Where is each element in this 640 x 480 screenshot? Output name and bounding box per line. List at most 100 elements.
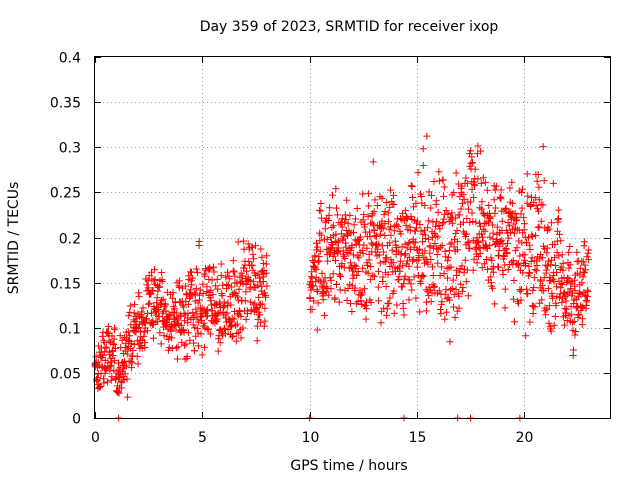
- data-point: [390, 309, 398, 317]
- data-point: [386, 239, 394, 247]
- data-point: [558, 281, 566, 289]
- data-point: [434, 233, 442, 241]
- data-point: [261, 317, 269, 325]
- data-point: [187, 268, 195, 276]
- data-point: [576, 264, 584, 272]
- data-point: [496, 194, 504, 202]
- data-point: [542, 311, 550, 319]
- data-point: [483, 186, 491, 194]
- data-point: [228, 333, 236, 341]
- data-point: [440, 215, 448, 223]
- data-point: [478, 198, 486, 206]
- data-point: [104, 378, 112, 386]
- data-point: [308, 268, 316, 276]
- data-point: [137, 342, 145, 350]
- data-point: [554, 216, 562, 224]
- data-point: [249, 278, 257, 286]
- data-point: [547, 327, 555, 335]
- data-point: [162, 307, 170, 315]
- data-point: [177, 321, 185, 329]
- data-point: [551, 262, 559, 270]
- data-point: [208, 276, 216, 284]
- data-point: [393, 221, 401, 229]
- data-point: [352, 215, 360, 223]
- data-point: [373, 232, 381, 240]
- data-point: [259, 277, 267, 285]
- data-point: [381, 207, 389, 215]
- data-point: [540, 287, 548, 295]
- data-point: [452, 169, 460, 177]
- data-point: [581, 261, 589, 269]
- data-point: [534, 224, 542, 232]
- data-point: [538, 296, 546, 304]
- data-point: [365, 256, 373, 264]
- data-point: [423, 132, 431, 140]
- data-point: [463, 215, 471, 223]
- data-point: [250, 283, 258, 291]
- data-point: [374, 245, 382, 253]
- data-point: [191, 290, 199, 298]
- data-point: [158, 309, 166, 317]
- data-point: [192, 284, 200, 292]
- data-point: [367, 263, 375, 271]
- data-point: [337, 272, 345, 280]
- data-point: [263, 252, 271, 260]
- data-point: [191, 289, 199, 297]
- data-point: [579, 273, 587, 281]
- data-point: [401, 251, 409, 259]
- data-point: [501, 304, 509, 312]
- data-point: [410, 203, 418, 211]
- data-point: [349, 251, 357, 259]
- data-point: [553, 269, 561, 277]
- data-point: [234, 296, 242, 304]
- data-point: [557, 263, 565, 271]
- data-point: [360, 211, 368, 219]
- data-point: [421, 231, 429, 239]
- y-tick-label: 0: [72, 412, 81, 428]
- data-point: [399, 262, 407, 270]
- data-point: [485, 201, 493, 209]
- data-point: [410, 256, 418, 264]
- data-point: [585, 256, 593, 264]
- data-point: [196, 291, 204, 299]
- data-point: [505, 234, 513, 242]
- data-point: [545, 319, 553, 327]
- data-point: [253, 337, 261, 345]
- data-point: [584, 288, 592, 296]
- data-point: [146, 299, 154, 307]
- data-point: [362, 315, 370, 323]
- x-tick-label: 5: [198, 430, 207, 446]
- data-point: [490, 196, 498, 204]
- data-point: [369, 271, 377, 279]
- data-point: [117, 378, 125, 386]
- data-point: [341, 286, 349, 294]
- data-point: [168, 344, 176, 352]
- data-point: [158, 296, 166, 304]
- data-point: [222, 273, 230, 281]
- data-point: [346, 259, 354, 267]
- data-point: [433, 217, 441, 225]
- data-point: [360, 241, 368, 249]
- data-point: [571, 286, 579, 294]
- data-point: [96, 382, 104, 390]
- data-point: [435, 177, 443, 185]
- data-point: [400, 311, 408, 319]
- data-point: [504, 239, 512, 247]
- data-point: [419, 238, 427, 246]
- data-point: [251, 299, 259, 307]
- data-point: [143, 281, 151, 289]
- data-point: [121, 370, 129, 378]
- data-point: [583, 253, 591, 261]
- data-point: [180, 303, 188, 311]
- data-point: [555, 294, 563, 302]
- data-point: [353, 271, 361, 279]
- data-point: [130, 341, 138, 349]
- data-point: [449, 276, 457, 284]
- data-point: [519, 269, 527, 277]
- data-point: [194, 299, 202, 307]
- data-point: [513, 213, 521, 221]
- data-point: [480, 220, 488, 228]
- data-point: [455, 292, 463, 300]
- data-point: [424, 288, 432, 296]
- data-point: [511, 247, 519, 255]
